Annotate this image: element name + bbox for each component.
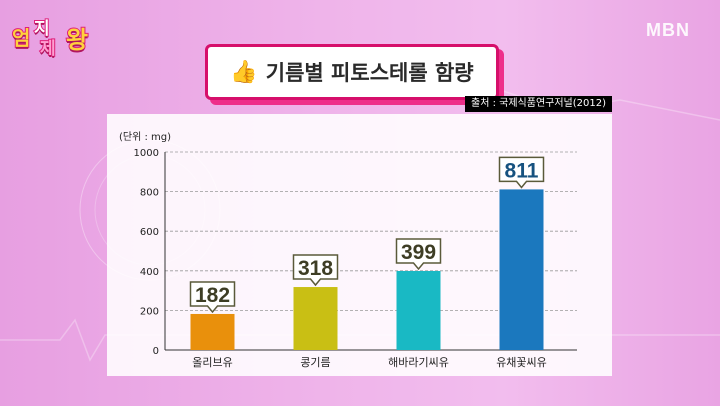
x-tick-label: 콩기름 bbox=[300, 356, 330, 369]
y-tick-label: 1000 bbox=[134, 148, 159, 159]
logo-char-1: 엄 bbox=[11, 25, 31, 51]
y-tick-label: 600 bbox=[140, 227, 159, 238]
bar bbox=[293, 287, 338, 350]
y-tick-label: 200 bbox=[140, 306, 159, 317]
x-tick-label: 올리브유 bbox=[192, 356, 232, 369]
x-tick-label: 유채꽃씨유 bbox=[496, 356, 547, 369]
logo-char-3: 제 bbox=[39, 38, 57, 60]
bar bbox=[499, 189, 544, 350]
thumbs-up-icon: 👍 bbox=[230, 59, 258, 85]
bar bbox=[190, 313, 235, 350]
broadcaster-logo: MBN bbox=[646, 20, 690, 40]
logo-char-2: 지 bbox=[33, 18, 51, 40]
data-label: 182 bbox=[195, 284, 230, 307]
unit-label: (단위 : mg) bbox=[119, 130, 171, 143]
title-box: 👍 기름별 피토스테롤 함량 bbox=[205, 44, 499, 100]
data-label-box bbox=[292, 254, 339, 287]
data-label-box bbox=[189, 281, 236, 314]
logo-char-4: 왕 bbox=[65, 25, 89, 55]
data-label: 399 bbox=[401, 241, 436, 264]
x-tick-label: 해바라기씨유 bbox=[388, 355, 449, 369]
page-title: 기름별 피토스테롤 함량 bbox=[265, 61, 474, 85]
y-tick-label: 400 bbox=[140, 267, 159, 278]
source-caption: 출처 : 국제식품연구저널(2012) bbox=[465, 96, 612, 112]
y-tick-label: 800 bbox=[140, 188, 159, 199]
data-label: 811 bbox=[505, 159, 539, 182]
chart-panel: (단위 : mg) 0 200 400 600 800 1000 올리브유 182 콩기름 31… bbox=[107, 114, 612, 376]
show-logo: 엄 지 제 왕 bbox=[10, 8, 110, 62]
bar bbox=[396, 270, 441, 350]
bar-chart: (단위 : mg) 0 200 400 600 800 1000 올리브유 182 콩기름 31… bbox=[119, 130, 577, 369]
data-label-box bbox=[395, 238, 442, 271]
data-label-box bbox=[498, 156, 545, 189]
data-label: 318 bbox=[298, 257, 333, 280]
y-tick-label: 0 bbox=[153, 346, 159, 357]
